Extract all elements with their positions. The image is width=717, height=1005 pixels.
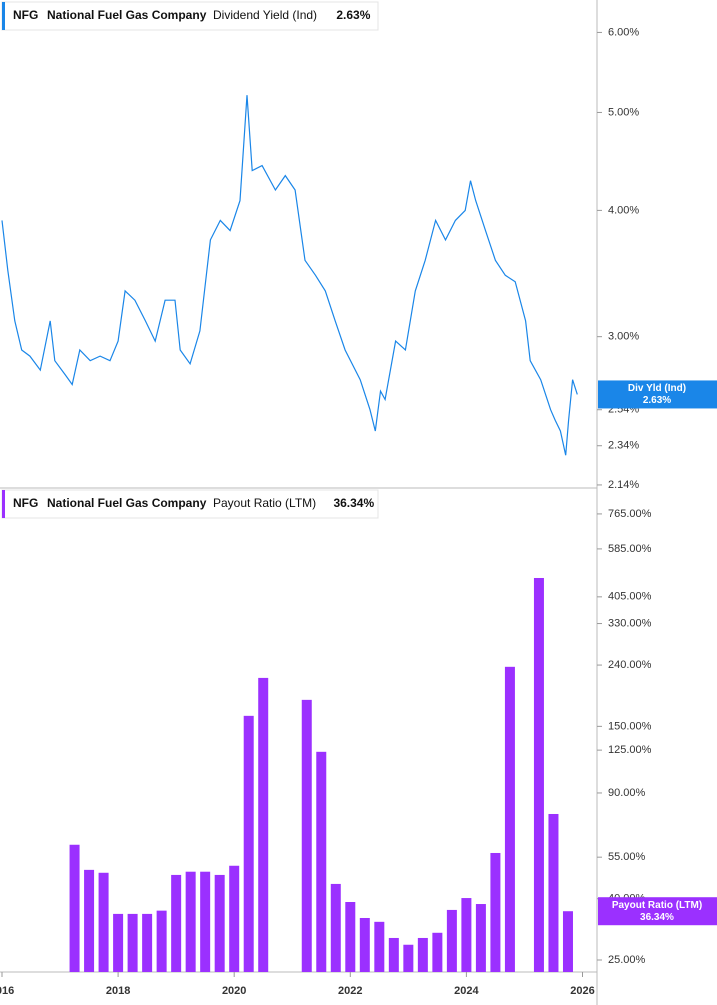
y-tick-label: 3.00% [608, 331, 639, 343]
header-box [1, 1, 379, 31]
y-tick-label: 585.00% [608, 543, 652, 555]
bar [533, 577, 544, 972]
y-tick-label: 2.14% [608, 479, 639, 491]
bar [330, 883, 341, 972]
bar [432, 932, 443, 972]
flag-label: Div Yld (Ind) [628, 383, 686, 394]
bar [403, 944, 414, 972]
bar [156, 910, 167, 972]
y-tick-label: 150.00% [608, 720, 652, 732]
current-value: 2.63% [336, 8, 370, 22]
bar [69, 844, 80, 972]
header-accent [2, 2, 5, 30]
bar [98, 872, 109, 972]
bar [301, 699, 312, 972]
x-tick-label: 2020 [222, 985, 246, 997]
bar [446, 909, 457, 972]
y-tick-label: 5.00% [608, 106, 639, 118]
bar [504, 666, 515, 972]
y-tick-label: 55.00% [608, 851, 646, 863]
bar [359, 917, 370, 972]
company: National Fuel Gas Company [47, 8, 207, 22]
y-tick-label: 25.00% [608, 954, 646, 966]
x-tick-label: 2024 [454, 985, 479, 997]
bar [200, 871, 211, 972]
bar [171, 874, 182, 972]
bar [388, 937, 399, 972]
header-accent [2, 490, 5, 518]
x-tick-label: 2026 [570, 985, 594, 997]
flag-value: 2.63% [643, 395, 671, 406]
bar [185, 871, 196, 972]
y-tick-label: 765.00% [608, 508, 652, 520]
y-tick-label: 4.00% [608, 204, 639, 216]
bar [258, 677, 269, 972]
bar [127, 913, 138, 972]
metric: Payout Ratio (LTM) [213, 496, 316, 510]
bar [214, 874, 225, 972]
bar [417, 937, 428, 972]
bar [316, 751, 327, 972]
y-tick-label: 125.00% [608, 744, 652, 756]
bar [345, 902, 356, 972]
y-tick-label: 405.00% [608, 591, 652, 603]
bar [113, 913, 124, 972]
bar [461, 898, 472, 972]
bar [229, 865, 240, 972]
value-flag [598, 380, 717, 409]
bar [548, 813, 559, 972]
y-tick-label: 90.00% [608, 787, 646, 799]
value-flag [598, 897, 717, 926]
x-tick-label: 2018 [106, 985, 130, 997]
y-tick-label: 6.00% [608, 26, 639, 38]
y-tick-label: 240.00% [608, 659, 652, 671]
current-value: 36.34% [333, 496, 374, 510]
bar [374, 921, 385, 972]
bar [84, 869, 95, 972]
x-tick-label: 2022 [338, 985, 362, 997]
bar [490, 852, 501, 972]
y-tick-label: 2.34% [608, 440, 639, 452]
ticker: NFG [13, 8, 38, 22]
y-tick-label: 330.00% [608, 617, 652, 629]
company: National Fuel Gas Company [47, 496, 207, 510]
x-tick-label: 2016 [0, 985, 14, 997]
bar [562, 911, 573, 972]
bar [142, 913, 153, 972]
flag-value: 36.34% [640, 912, 674, 923]
metric: Dividend Yield (Ind) [213, 8, 317, 22]
flag-label: Payout Ratio (LTM) [612, 900, 702, 911]
bar [475, 904, 486, 972]
ticker: NFG [13, 496, 38, 510]
bar [243, 715, 254, 972]
yield-line [1, 95, 578, 456]
